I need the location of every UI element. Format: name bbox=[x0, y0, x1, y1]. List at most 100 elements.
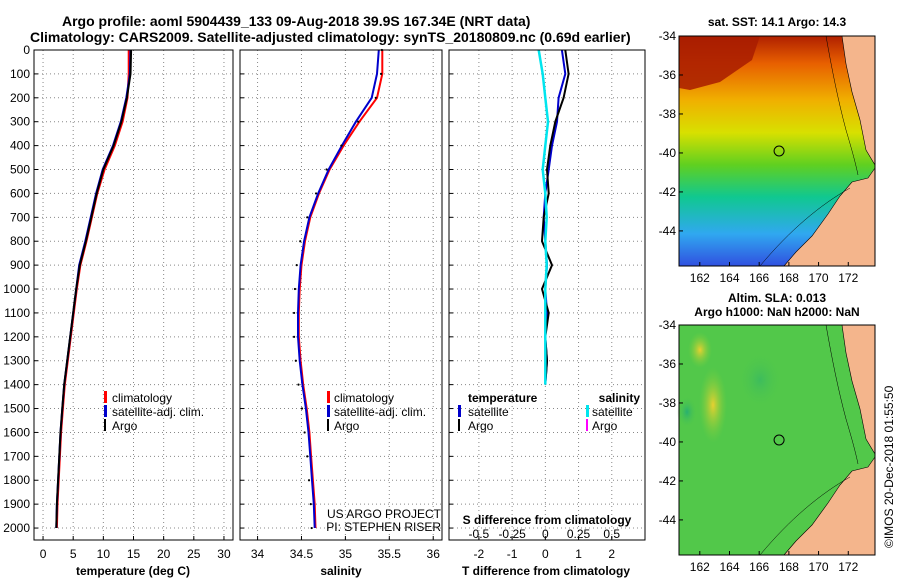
ytick-label: 600 bbox=[10, 186, 30, 200]
ytick-label: 200 bbox=[10, 91, 30, 105]
legend-swatch-t-satellite bbox=[458, 405, 461, 417]
ytick-label: 1700 bbox=[3, 449, 30, 463]
series-satellite-adj-clim- bbox=[55, 49, 132, 529]
xtick-label: 1 bbox=[575, 547, 582, 561]
s-difference-label: S difference from climatology bbox=[463, 513, 632, 527]
argo-salinity-point bbox=[374, 96, 377, 99]
sst-map: sat. SST: 14.1 Argo: 14.3 162 164 166 168 17… bbox=[659, 15, 876, 285]
figure-title-line2: Climatology: CARS2009. Satellite-adjuste… bbox=[30, 29, 631, 45]
lon-tick-label: 166 bbox=[749, 271, 769, 285]
lon-tick-label: 168 bbox=[779, 271, 799, 285]
ytick-label: 400 bbox=[10, 139, 30, 153]
bathymetry-contour bbox=[825, 324, 859, 465]
sla-map-title: Altim. SLA: 0.013 bbox=[728, 291, 826, 305]
xtick-label: 2 bbox=[608, 547, 615, 561]
sla-high-anomaly bbox=[699, 367, 727, 443]
legend-swatch-satellite bbox=[104, 405, 107, 417]
legend-label-t-satellite: satellite bbox=[468, 405, 509, 419]
ytick-label: 300 bbox=[10, 115, 30, 129]
sst-warm-patch bbox=[679, 36, 760, 90]
depth-axis-ticks: 0 100 200 300 400 500 600 700 800 900 1000 1100 1200… bbox=[3, 43, 30, 535]
sla-lat-ticks: -34 -36 -38 -40 -42 -44 bbox=[659, 318, 683, 527]
argo-float-marker bbox=[773, 145, 785, 157]
ytick-label: 1000 bbox=[3, 282, 30, 296]
salinity-panel: 34 34.5 35 35.5 36 salinity climatology sate… bbox=[239, 48, 443, 578]
argo-salinity-point bbox=[300, 407, 304, 410]
ytick-label: 1500 bbox=[3, 402, 30, 416]
legend-swatch-s-argo bbox=[586, 419, 588, 431]
legend-swatch-argo bbox=[327, 419, 329, 431]
legend-label-climatology: climatology bbox=[334, 391, 394, 405]
argo-salinity-point bbox=[306, 216, 309, 219]
temperature-axes-frame bbox=[33, 49, 234, 541]
lat-tick-label: -42 bbox=[659, 474, 677, 488]
xtick-label: 5 bbox=[70, 547, 77, 561]
xtick-label: 34.5 bbox=[290, 547, 314, 561]
xtick-label: 0 bbox=[542, 547, 549, 561]
s-tick-label: 0.25 bbox=[567, 527, 591, 541]
ytick-label: 500 bbox=[10, 163, 30, 177]
ytick-label: 100 bbox=[10, 67, 30, 81]
lon-tick-label: 166 bbox=[749, 560, 769, 574]
lat-tick-label: -42 bbox=[659, 185, 677, 199]
difference-axes-frame bbox=[448, 49, 646, 541]
ytick-label: 1600 bbox=[3, 425, 30, 439]
argo-salinity-point bbox=[310, 526, 313, 530]
ytick-label: 900 bbox=[10, 258, 30, 272]
lat-tick-label: -36 bbox=[659, 357, 677, 371]
bathymetry-contour bbox=[759, 187, 851, 267]
lon-tick-label: 164 bbox=[719, 560, 739, 574]
series-satellite-adj-clim- bbox=[297, 49, 380, 529]
lat-tick-label: -36 bbox=[659, 68, 677, 82]
s-tick-label: -0.5 bbox=[469, 527, 490, 541]
legend-title-salinity: salinity bbox=[599, 391, 641, 405]
lat-tick-label: -40 bbox=[659, 435, 677, 449]
argo-salinity-point bbox=[303, 431, 306, 434]
salinity-xlabel: salinity bbox=[320, 564, 362, 578]
sla-high-anomaly bbox=[688, 332, 712, 368]
temperature-axis-ticks: 0 5 10 15 20 25 30 bbox=[40, 547, 231, 561]
lon-tick-label: 164 bbox=[719, 271, 739, 285]
sst-lon-ticks: 162 164 166 168 170 172 bbox=[690, 262, 859, 285]
argo-salinity-point bbox=[307, 479, 311, 482]
lon-tick-label: 162 bbox=[690, 560, 710, 574]
lat-tick-label: -44 bbox=[659, 224, 677, 238]
xtick-label: -2 bbox=[474, 547, 485, 561]
legend-title-temperature: temperature bbox=[468, 391, 538, 405]
xtick-label: 20 bbox=[157, 547, 171, 561]
sst-map-frame bbox=[678, 35, 876, 267]
sla-low-anomaly bbox=[738, 352, 782, 408]
project-annotation-line2: PI: STEPHEN RISER bbox=[326, 520, 441, 534]
legend-label-argo: Argo bbox=[112, 419, 138, 433]
lon-tick-label: 172 bbox=[838, 271, 858, 285]
temperature-xlabel: temperature (deg C) bbox=[76, 564, 190, 578]
bathymetry-contour bbox=[825, 35, 859, 176]
argo-salinity-point bbox=[297, 383, 300, 386]
ytick-label: 800 bbox=[10, 234, 30, 248]
t-difference-axis-ticks: -2 -1 0 1 2 bbox=[474, 547, 616, 561]
argo-salinity-point bbox=[379, 72, 383, 76]
lon-tick-label: 168 bbox=[779, 560, 799, 574]
argo-salinity-point bbox=[299, 240, 302, 243]
ytick-label: 2000 bbox=[3, 521, 30, 535]
sla-lon-ticks: 162 164 166 168 170 172 bbox=[690, 551, 859, 574]
xtick-label: 35 bbox=[339, 547, 353, 561]
legend-label-climatology: climatology bbox=[112, 391, 172, 405]
argo-salinity-point bbox=[340, 144, 343, 147]
argo-salinity-point bbox=[306, 455, 309, 458]
legend-swatch-climatology bbox=[327, 391, 330, 403]
xtick-label: 25 bbox=[187, 547, 201, 561]
legend-label-t-argo: Argo bbox=[468, 419, 494, 433]
figure-title-line1: Argo profile: aoml 5904439_133 09-Aug-20… bbox=[62, 13, 530, 29]
xtick-label: 15 bbox=[127, 547, 141, 561]
xtick-label: 0 bbox=[40, 547, 47, 561]
legend-label-satellite: satellite-adj. clim. bbox=[112, 405, 204, 419]
argo-salinity-point bbox=[292, 311, 296, 315]
legend-label-s-satellite: satellite bbox=[592, 405, 633, 419]
salinity-legend: climatology satellite-adj. clim. Argo bbox=[327, 391, 426, 433]
legend-swatch-s-satellite bbox=[586, 405, 589, 417]
xtick-label: 34 bbox=[251, 547, 265, 561]
lon-tick-label: 162 bbox=[690, 271, 710, 285]
lat-tick-label: -34 bbox=[659, 318, 677, 332]
lat-tick-label: -34 bbox=[659, 29, 677, 43]
